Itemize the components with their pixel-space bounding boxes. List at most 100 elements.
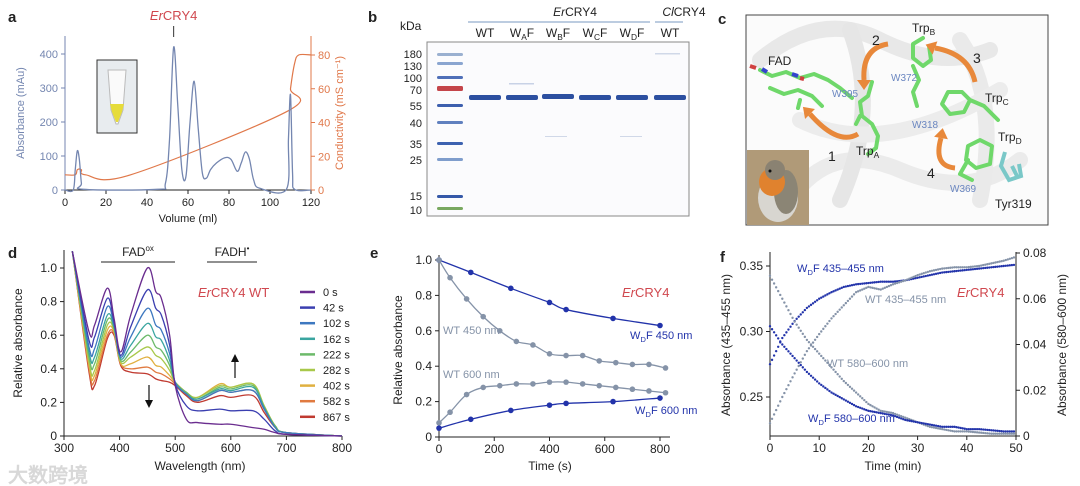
data-point: [863, 408, 866, 411]
data-point: [813, 338, 817, 341]
data-point: [822, 357, 825, 360]
x-tick-label: 30: [911, 441, 925, 455]
data-point: [1010, 432, 1014, 435]
spectrum-line: [71, 251, 343, 437]
data-point: [893, 282, 897, 285]
data-point: [783, 334, 786, 337]
fit-curve: [438, 259, 666, 369]
data-point: [801, 357, 804, 360]
series-label: WDF 450 nm: [630, 330, 692, 344]
data-point: [1004, 432, 1007, 435]
data-point: [895, 280, 899, 283]
data-point: [947, 270, 950, 274]
w395-label: W395: [832, 89, 859, 100]
data-point: [793, 372, 796, 375]
spectrum-line: [71, 251, 343, 437]
label-subscript: D: [631, 32, 637, 42]
protein-name: CRY4: [565, 5, 597, 19]
data-point: [904, 279, 907, 282]
data-point: [957, 266, 960, 269]
data-point: [781, 395, 784, 399]
data-point: [869, 286, 872, 289]
spectrum-line: [71, 251, 343, 437]
label-main: W: [583, 26, 595, 40]
data-point: [779, 293, 782, 297]
x-tick-label: 120: [302, 197, 320, 209]
data-point: [977, 427, 981, 431]
data-point: [938, 427, 942, 430]
data-point: [990, 429, 993, 432]
y2-tick-label: 0.04: [1023, 338, 1047, 352]
bird-head: [765, 160, 785, 180]
trp-b-label: TrpB: [912, 21, 936, 37]
data-point: [818, 332, 821, 336]
data-point: [797, 361, 800, 364]
data-point: [951, 266, 954, 269]
data-point: [838, 375, 841, 378]
y-tick-label: 0.6: [40, 328, 57, 342]
data-point: [774, 349, 778, 353]
panel-label-c: c: [718, 11, 726, 28]
data-point: [965, 430, 968, 433]
data-point: [824, 359, 827, 362]
data-point: [795, 323, 798, 326]
data-point: [936, 427, 940, 430]
data-point: [546, 351, 553, 357]
data-point: [856, 282, 860, 286]
data-point: [777, 345, 780, 348]
data-point: [934, 426, 938, 430]
panel-label-b: b: [368, 9, 377, 26]
data-point: [918, 276, 921, 279]
panel-f-timecourse: 0 10 20 30 40 50 0.25 0.30 0.35 0 0.02 0.04 0.06 0.08…: [719, 246, 1069, 473]
ribbon: [952, 32, 995, 208]
data-point: [885, 285, 889, 289]
data-point: [998, 260, 1001, 263]
label-subscript: D: [1016, 136, 1022, 146]
data-point: [895, 281, 899, 285]
label-subscript: A: [521, 32, 527, 42]
data-point: [973, 427, 977, 431]
data-point: [768, 274, 772, 278]
data-point: [949, 266, 952, 269]
data-point: [852, 283, 856, 286]
panel-d-spectra: 300 400 500 600 700 800 0 0.2 0.4 0.6 0.8 1.0 Wavele…: [8, 244, 352, 486]
data-point: [1006, 258, 1009, 261]
y-tick-label: 0.4: [40, 362, 57, 376]
data-point: [513, 381, 520, 387]
data-point: [961, 427, 964, 430]
data-point: [982, 263, 985, 267]
data-point: [848, 297, 852, 300]
data-point: [891, 283, 895, 286]
x-tick-label: 400: [539, 442, 559, 456]
data-point: [963, 427, 966, 430]
data-point: [949, 429, 952, 432]
data-point: [807, 347, 811, 350]
data-point: [887, 413, 891, 416]
data-point: [1012, 263, 1016, 267]
data-point: [977, 264, 981, 268]
data-point: [436, 425, 442, 431]
data-point: [875, 287, 878, 290]
data-point: [546, 379, 553, 385]
data-point: [832, 315, 835, 318]
label-tail: F: [637, 26, 644, 40]
ladder-kda-label: 100: [404, 73, 422, 85]
data-point: [852, 389, 856, 392]
fad-molecule: [758, 68, 854, 110]
data-point: [508, 407, 514, 414]
data-point: [906, 278, 909, 281]
data-point: [859, 406, 862, 409]
data-point: [893, 414, 897, 418]
data-point: [945, 266, 948, 270]
data-point: [977, 267, 981, 270]
data-point: [908, 277, 911, 280]
data-point: [818, 352, 821, 355]
data-point: [852, 293, 856, 296]
y-tick-label: 0.4: [415, 359, 432, 373]
data-point: [807, 341, 811, 344]
y2-tick-label: 20: [318, 151, 330, 163]
x-tick-label: 400: [110, 441, 130, 455]
series-label: WT 450 nm: [443, 325, 500, 337]
data-point: [926, 274, 930, 277]
chart-title: ErCRY4 WT: [198, 285, 269, 300]
